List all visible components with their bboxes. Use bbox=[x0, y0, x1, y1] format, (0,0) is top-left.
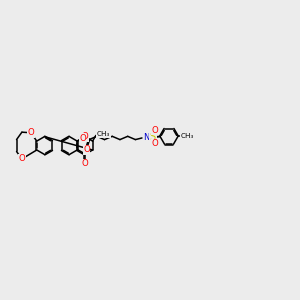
Text: CH₃: CH₃ bbox=[180, 134, 194, 140]
Text: O: O bbox=[79, 134, 86, 142]
Text: S: S bbox=[150, 132, 156, 142]
Text: O: O bbox=[27, 128, 34, 137]
Text: O: O bbox=[19, 154, 25, 164]
Text: O: O bbox=[151, 126, 158, 135]
Text: O: O bbox=[151, 139, 158, 148]
Text: O: O bbox=[82, 132, 88, 141]
Text: O: O bbox=[82, 160, 88, 169]
Text: CH₃: CH₃ bbox=[97, 131, 110, 137]
Text: O: O bbox=[83, 146, 90, 154]
Text: NH: NH bbox=[143, 133, 156, 142]
